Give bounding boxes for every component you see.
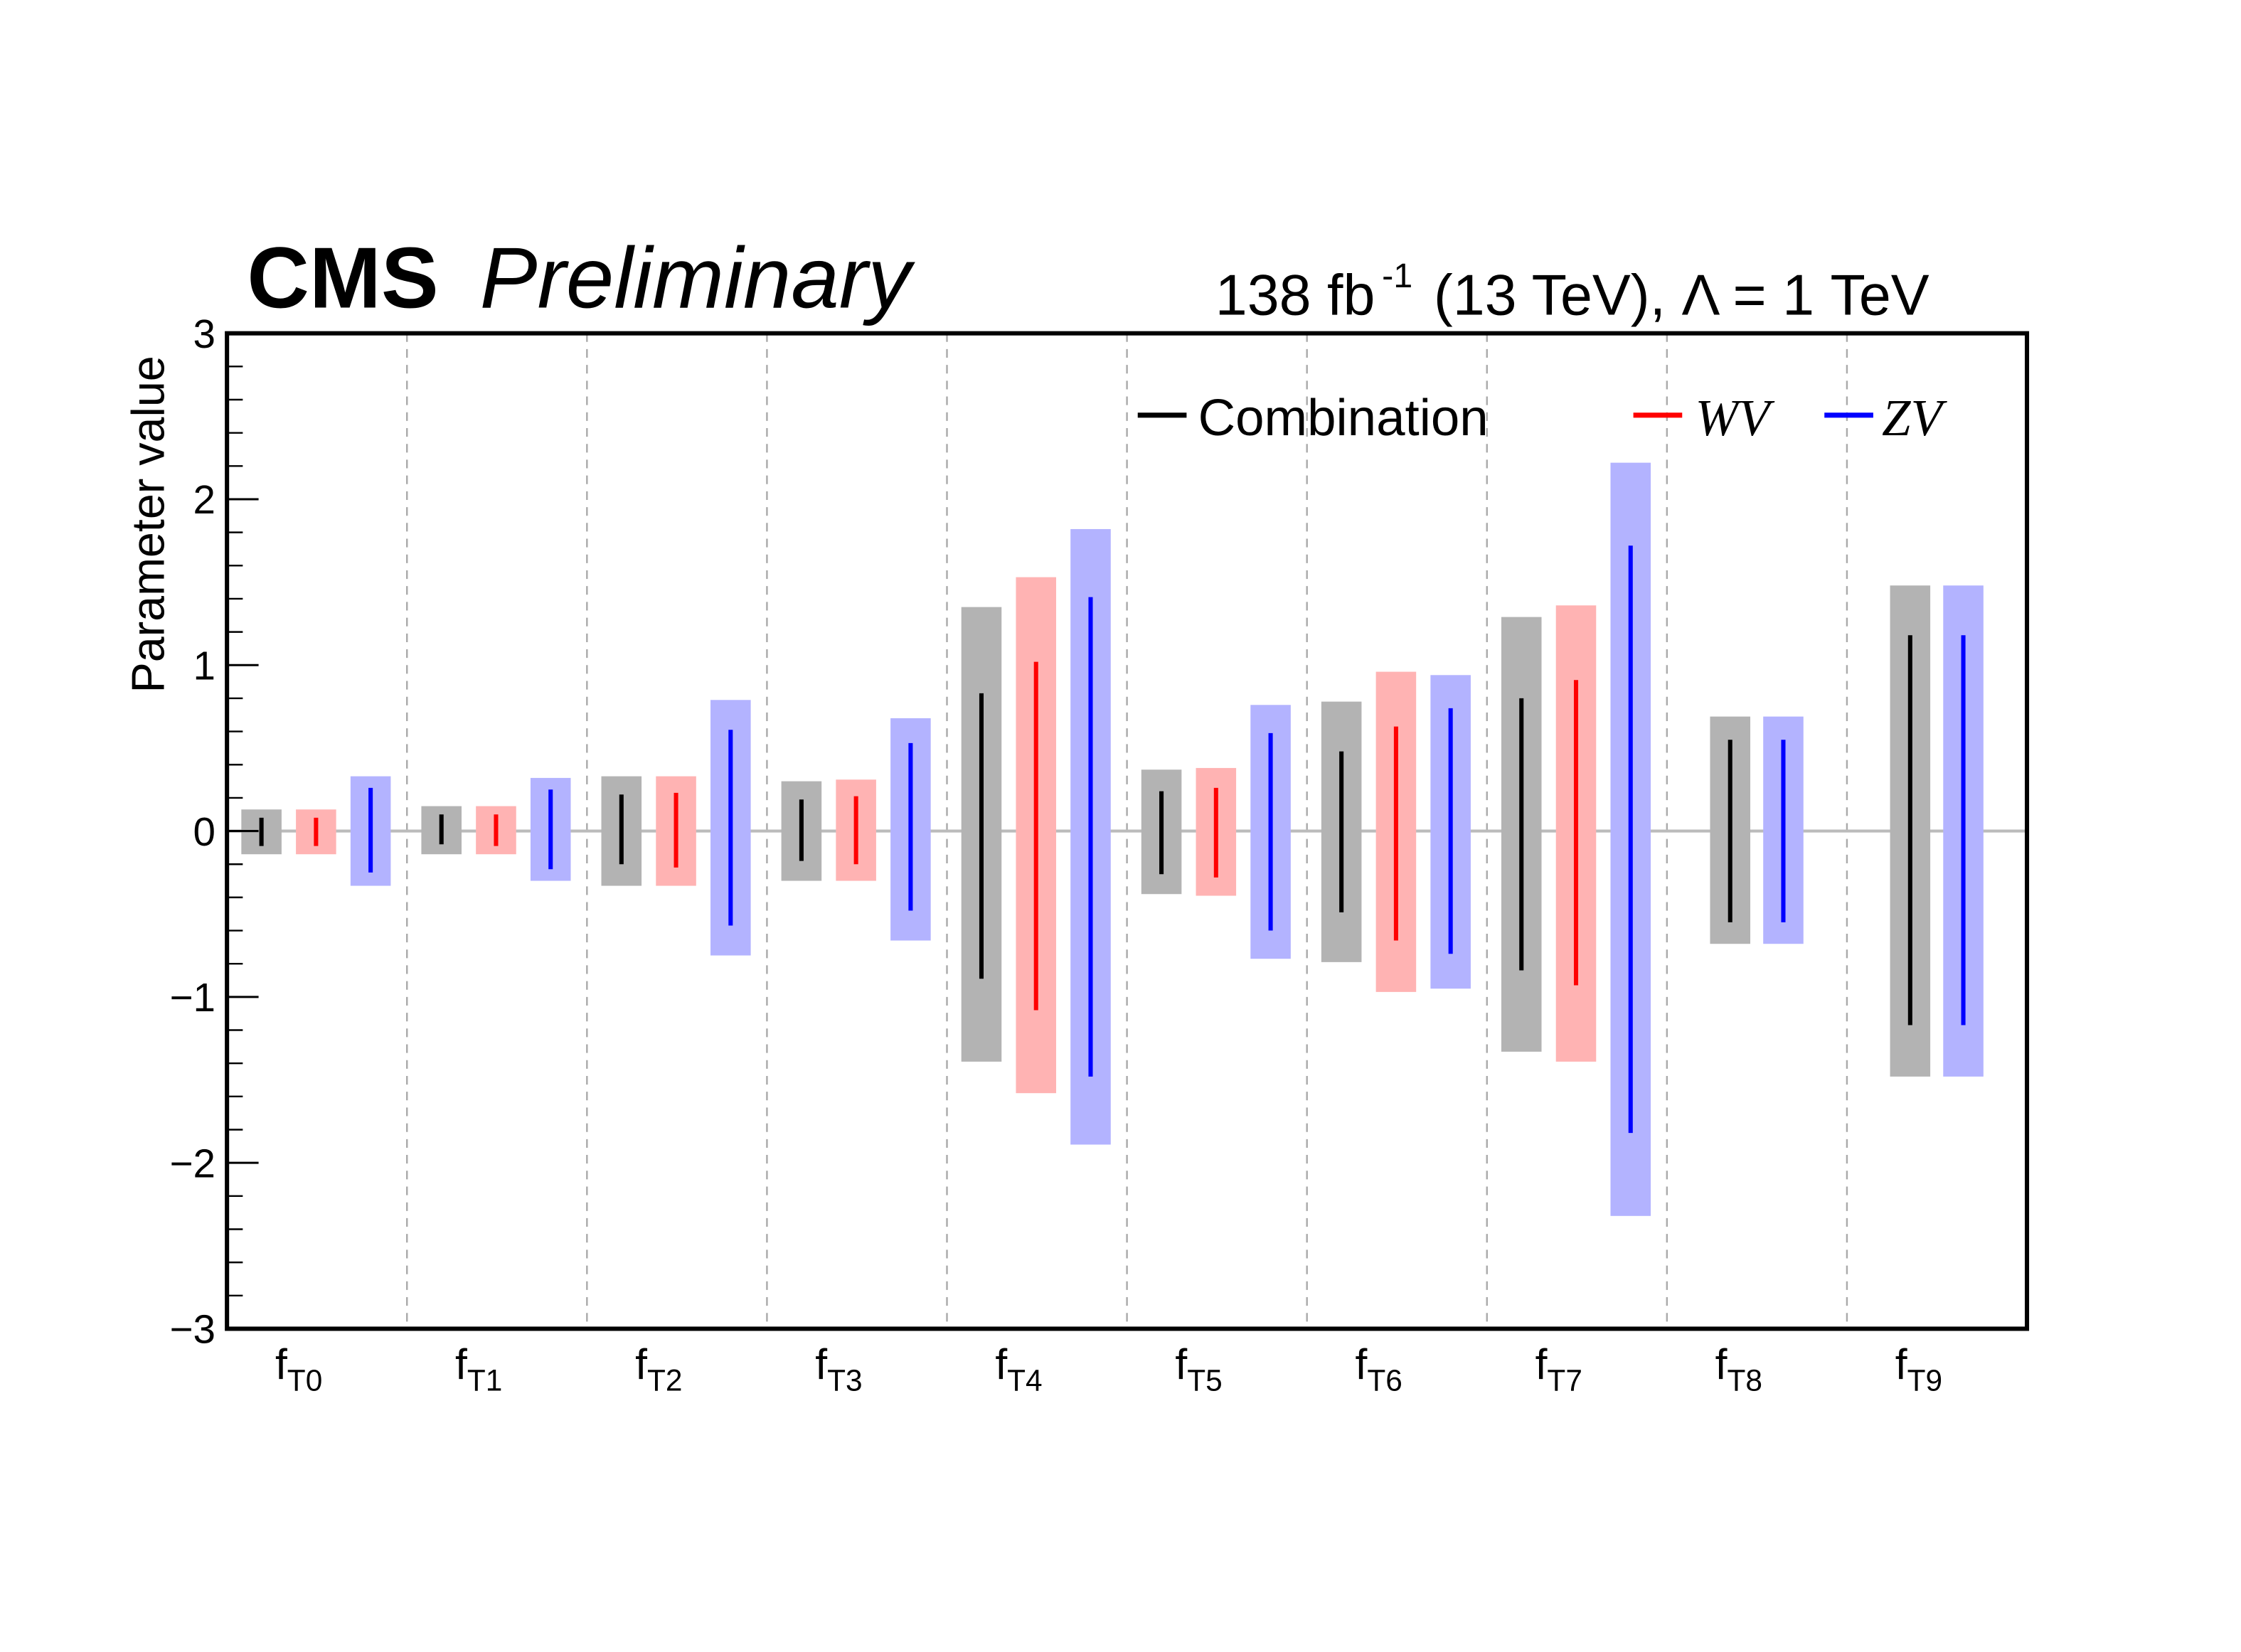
y-axis-label: Parameter value	[122, 356, 174, 693]
y-tick-label: 0	[193, 809, 215, 854]
cms-label: CMS Preliminary	[247, 229, 915, 326]
x-tick-label: fT9	[1895, 1340, 1942, 1397]
x-tick-base: f	[1535, 1340, 1548, 1388]
status-label: Preliminary	[480, 229, 915, 326]
x-tick-label: fT8	[1715, 1340, 1762, 1397]
x-tick-sub: T2	[647, 1363, 683, 1397]
legend-label-wv: WV	[1695, 389, 1775, 447]
x-tick-label: fT6	[1356, 1340, 1402, 1397]
energy-text: (13 TeV), Λ = 1 TeV	[1434, 263, 1929, 327]
x-tick-sub: T7	[1547, 1363, 1582, 1397]
x-tick-sub: T9	[1907, 1363, 1943, 1397]
x-tick-base: f	[455, 1340, 467, 1388]
x-tick-label: fT2	[635, 1340, 682, 1397]
x-tick-base: f	[995, 1340, 1007, 1388]
x-tick-label: fT3	[815, 1340, 862, 1397]
x-tick-sub: T6	[1367, 1363, 1402, 1397]
legend: Combination WV ZV	[1137, 389, 1947, 447]
x-tick-base: f	[815, 1340, 827, 1388]
x-tick-label: fT7	[1535, 1340, 1582, 1397]
legend-label-zv: ZV	[1882, 389, 1947, 447]
x-tick-sub: T5	[1187, 1363, 1223, 1397]
lumi-exponent: -1	[1382, 257, 1412, 295]
y-tick-label: 3	[193, 311, 215, 356]
experiment-label: CMS	[247, 229, 438, 326]
x-tick-sub: T3	[827, 1363, 863, 1397]
x-tick-sub: T0	[287, 1363, 323, 1397]
y-tick-label: −1	[169, 975, 215, 1020]
x-tick-sub: T8	[1728, 1363, 1763, 1397]
x-tick-base: f	[1715, 1340, 1728, 1388]
x-tick-sub: T1	[467, 1363, 503, 1397]
lumi-text: 138 fb	[1215, 263, 1375, 327]
legend-label-combination: Combination	[1198, 389, 1489, 447]
lumi-label: 138 fb -1 (13 TeV), Λ = 1 TeV	[1215, 257, 1929, 327]
x-tick-label: fT1	[455, 1340, 502, 1397]
x-tick-base: f	[1175, 1340, 1187, 1388]
x-tick-sub: T4	[1007, 1363, 1043, 1397]
x-tick-label: fT0	[275, 1340, 322, 1397]
y-tick-label: 1	[193, 643, 215, 688]
y-tick-label: −2	[169, 1141, 215, 1185]
x-tick-base: f	[1356, 1340, 1368, 1388]
x-tick-base: f	[275, 1340, 287, 1388]
x-tick-base: f	[635, 1340, 647, 1388]
y-tick-label: −3	[169, 1307, 215, 1352]
x-tick-label: fT5	[1175, 1340, 1222, 1397]
x-tick-label: fT4	[995, 1340, 1042, 1397]
y-tick-label: 2	[193, 477, 215, 522]
x-tick-base: f	[1895, 1340, 1907, 1388]
plot-frame	[225, 331, 2030, 1331]
